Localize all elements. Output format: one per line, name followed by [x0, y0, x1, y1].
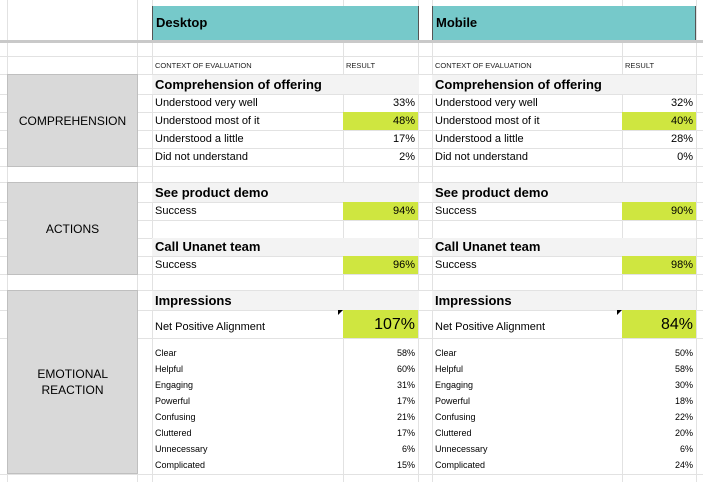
mobile-impression-label[interactable]: Unnecessary	[435, 444, 488, 454]
desktop-impressions-title[interactable]: Impressions	[152, 291, 419, 310]
mobile-impression-value[interactable]: 22%	[674, 412, 693, 422]
desktop-impression-value[interactable]: 31%	[396, 380, 415, 390]
mobile-impressions-title[interactable]: Impressions	[432, 291, 696, 310]
mobile-impression-label[interactable]: Engaging	[435, 380, 474, 390]
desktop-impression-label[interactable]: Engaging	[155, 380, 194, 390]
section-actions[interactable]: ACTIONS	[7, 182, 138, 275]
desktop-impression-label[interactable]: Unnecessary	[155, 444, 208, 454]
mobile-impression-value[interactable]: 6%	[679, 444, 693, 454]
mobile-comp-label[interactable]: Did not understand	[435, 151, 528, 163]
desktop-impression-label[interactable]: Clear	[155, 348, 177, 358]
mobile-impression-value[interactable]: 58%	[674, 364, 693, 374]
mobile-impression-label[interactable]: Cluttered	[435, 428, 472, 438]
desktop-impression-value[interactable]: 58%	[396, 348, 415, 358]
section-comprehension[interactable]: COMPREHENSION	[7, 74, 138, 167]
desktop-impression-value[interactable]: 15%	[396, 460, 415, 470]
mobile-result-header[interactable]: RESULT	[625, 61, 655, 70]
mobile-comp-label[interactable]: Understood very well	[435, 97, 538, 109]
desktop-comprehension-title[interactable]: Comprehension of offering	[152, 75, 419, 94]
mobile-call-title[interactable]: Call Unanet team	[432, 238, 696, 256]
desktop-impression-value[interactable]: 21%	[396, 412, 415, 422]
mobile-comp-label[interactable]: Understood a little	[435, 133, 524, 145]
desktop-comp-value[interactable]: 48%	[343, 112, 418, 130]
desktop-impression-label[interactable]: Helpful	[155, 364, 184, 374]
desktop-comp-value[interactable]: 33%	[392, 97, 415, 109]
frozen-row-divider	[0, 40, 703, 43]
desktop-call-value[interactable]: 96%	[343, 256, 418, 274]
desktop-comp-label[interactable]: Did not understand	[155, 151, 248, 163]
desktop-demo-title[interactable]: See product demo	[152, 183, 419, 202]
desktop-npa-label[interactable]: Net Positive Alignment	[155, 321, 266, 333]
desktop-impression-label[interactable]: Complicated	[155, 460, 206, 470]
mobile-comp-value[interactable]: 32%	[670, 97, 693, 109]
desktop-npa-value[interactable]: 107%	[343, 310, 418, 338]
desktop-demo-value[interactable]: 94%	[343, 202, 418, 220]
desktop-context-header[interactable]: CONTEXT OF EVALUATION	[155, 61, 252, 70]
desktop-header[interactable]: Desktop	[152, 6, 419, 41]
desktop-call-title[interactable]: Call Unanet team	[152, 238, 419, 256]
mobile-impression-value[interactable]: 30%	[674, 380, 693, 390]
mobile-impression-value[interactable]: 24%	[674, 460, 693, 470]
desktop-comp-label[interactable]: Understood a little	[155, 133, 244, 145]
mobile-demo-label[interactable]: Success	[435, 205, 477, 217]
desktop-impression-label[interactable]: Confusing	[155, 412, 196, 422]
desktop-call-label[interactable]: Success	[155, 259, 197, 271]
desktop-impression-value[interactable]: 17%	[396, 396, 415, 406]
desktop-comp-value[interactable]: 2%	[399, 151, 415, 163]
desktop-impression-label[interactable]: Cluttered	[155, 428, 192, 438]
mobile-comprehension-title[interactable]: Comprehension of offering	[432, 75, 696, 94]
mobile-npa-label[interactable]: Net Positive Alignment	[435, 321, 546, 333]
desktop-impression-value[interactable]: 17%	[396, 428, 415, 438]
mobile-impression-label[interactable]: Powerful	[435, 396, 471, 406]
mobile-impression-value[interactable]: 50%	[674, 348, 693, 358]
desktop-demo-label[interactable]: Success	[155, 205, 197, 217]
desktop-impression-value[interactable]: 60%	[396, 364, 415, 374]
mobile-impression-label[interactable]: Clear	[435, 348, 457, 358]
desktop-comp-label[interactable]: Understood most of it	[155, 115, 260, 127]
comment-marker-icon	[338, 310, 343, 315]
mobile-impression-value[interactable]: 18%	[674, 396, 693, 406]
mobile-comp-value[interactable]: 0%	[677, 151, 693, 163]
desktop-impression-value[interactable]: 6%	[401, 444, 415, 454]
mobile-context-header[interactable]: CONTEXT OF EVALUATION	[435, 61, 532, 70]
mobile-comp-label[interactable]: Understood most of it	[435, 115, 540, 127]
mobile-comp-value[interactable]: 28%	[670, 133, 693, 145]
desktop-result-header[interactable]: RESULT	[346, 61, 376, 70]
comment-marker-icon	[617, 310, 622, 315]
mobile-demo-title[interactable]: See product demo	[432, 183, 696, 202]
mobile-comp-value[interactable]: 40%	[622, 112, 696, 130]
section-emotional-reaction[interactable]: EMOTIONAL REACTION	[7, 290, 138, 474]
mobile-demo-value[interactable]: 90%	[622, 202, 696, 220]
mobile-impression-value[interactable]: 20%	[674, 428, 693, 438]
desktop-impression-label[interactable]: Powerful	[155, 396, 191, 406]
mobile-header[interactable]: Mobile	[432, 6, 696, 41]
mobile-call-value[interactable]: 98%	[622, 256, 696, 274]
mobile-npa-value[interactable]: 84%	[622, 310, 696, 338]
desktop-comp-label[interactable]: Understood very well	[155, 97, 258, 109]
desktop-comp-value[interactable]: 17%	[392, 133, 415, 145]
mobile-call-label[interactable]: Success	[435, 259, 477, 271]
mobile-impression-label[interactable]: Complicated	[435, 460, 486, 470]
mobile-impression-label[interactable]: Helpful	[435, 364, 464, 374]
mobile-impression-label[interactable]: Confusing	[435, 412, 476, 422]
